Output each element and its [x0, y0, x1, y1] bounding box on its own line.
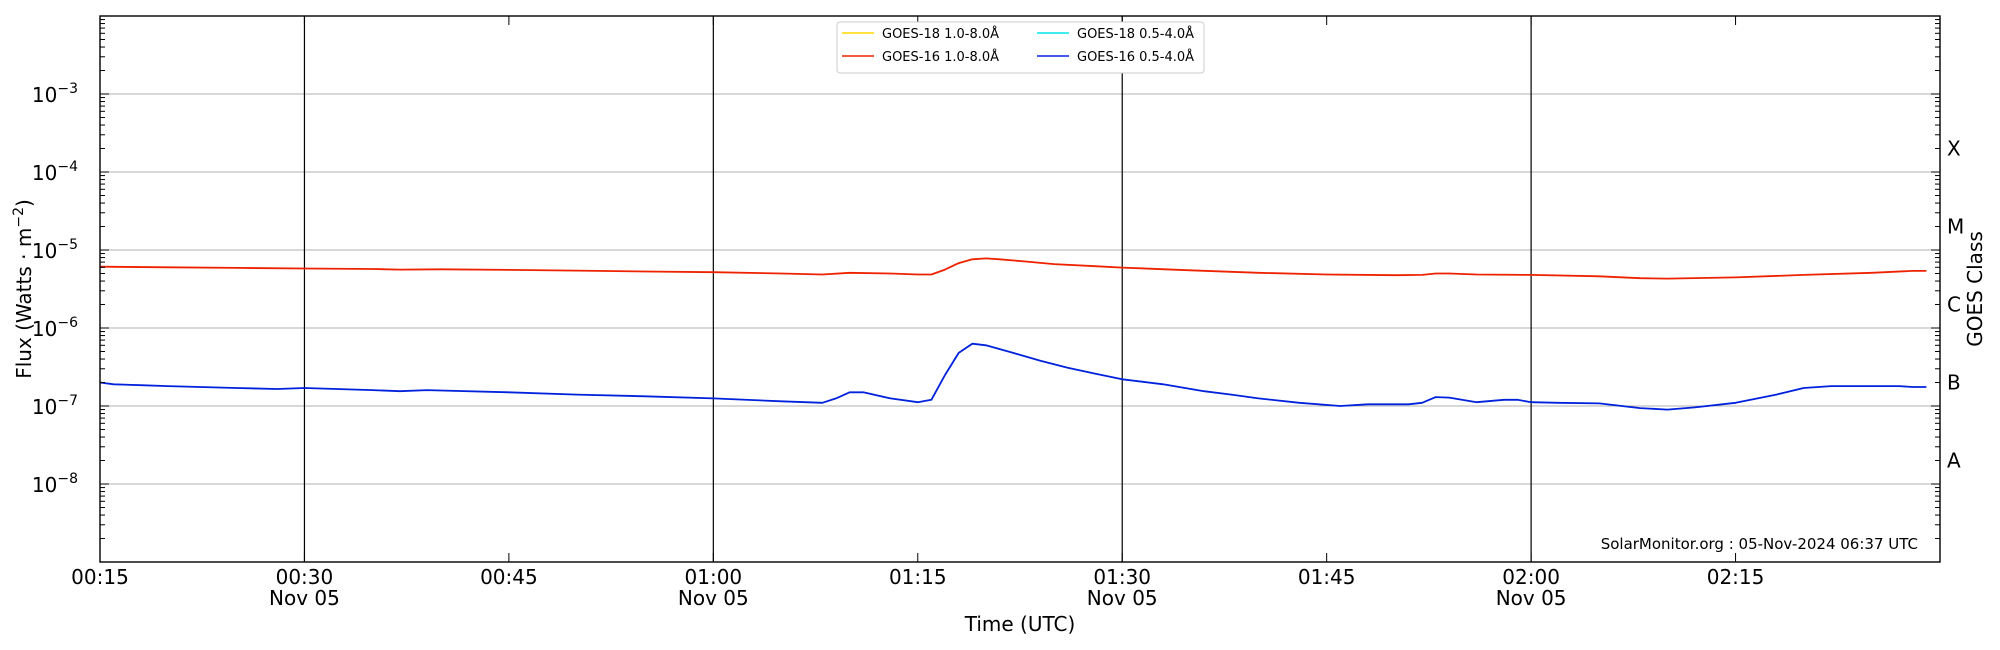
y-tick-base: 10	[32, 395, 57, 419]
series-layer	[99, 257, 1927, 411]
legend-entry: GOES-16 1.0-8.0Å	[882, 49, 999, 65]
y-tick-base: 10	[32, 161, 57, 185]
goes-class-label: B	[1947, 371, 1961, 395]
series-line	[99, 342, 1927, 411]
y-tick-base: 10	[32, 473, 57, 497]
x-tick-label: 02:00	[1502, 565, 1560, 589]
right-axis-title: GOES Class	[1963, 231, 1987, 347]
x-tick-label: 00:15	[71, 565, 129, 589]
axis-ticks	[99, 16, 1940, 563]
vertical-gridlines	[303, 16, 1532, 562]
x-tick-date-label: Nov 05	[269, 586, 340, 610]
x-axis-title: Time (UTC)	[964, 612, 1076, 636]
y-tick-label: 10−5	[32, 237, 78, 263]
y-tick-base: 10	[32, 317, 57, 341]
legend-entry: GOES-16 0.5-4.0Å	[1077, 49, 1194, 65]
y-tick-exponent: −3	[57, 81, 78, 97]
y-tick-exponent: −8	[57, 471, 78, 487]
x-tick-label: 01:45	[1298, 565, 1356, 589]
goes-class-label: A	[1947, 449, 1961, 473]
y-tick-exponent: −7	[57, 393, 78, 409]
y-axis-title-main: Flux (Watts · m	[12, 228, 36, 379]
y-tick-label: 10−4	[32, 159, 78, 185]
x-tick-label: 01:30	[1093, 565, 1151, 589]
y-tick-label: 10−3	[32, 81, 78, 107]
y-tick-base: 10	[32, 239, 57, 263]
horizontal-gridlines	[100, 93, 1940, 485]
goes-class-label: M	[1947, 215, 1964, 239]
y-tick-labels: 10−810−710−610−510−410−3	[32, 81, 78, 497]
y-tick-exponent: −4	[57, 159, 78, 175]
x-tick-label: 01:15	[889, 565, 947, 589]
goes-class-label: X	[1947, 137, 1961, 161]
legend-entry: GOES-18 1.0-8.0Å	[882, 26, 999, 42]
legend-box	[836, 21, 1205, 74]
series-line	[99, 257, 1927, 280]
y-axis-title-close: )	[12, 199, 36, 207]
y-tick-base: 10	[32, 83, 57, 107]
goes-class-labels: X M C B A	[1947, 137, 1964, 473]
legend: GOES-18 1.0-8.0Å GOES-18 0.5-4.0Å GOES-16 …	[836, 21, 1205, 74]
y-tick-exponent: −5	[57, 237, 78, 253]
x-tick-date-label: Nov 05	[1087, 586, 1158, 610]
y-axis-title-superscript: −2	[11, 207, 27, 228]
y-axis-title: Flux (Watts · m−2)	[11, 199, 36, 379]
x-tick-label: 00:30	[276, 565, 334, 589]
x-tick-label: 01:00	[685, 565, 743, 589]
y-tick-label: 10−7	[32, 393, 78, 419]
y-tick-label: 10−8	[32, 471, 78, 497]
legend-entry: GOES-18 0.5-4.0Å	[1077, 26, 1194, 42]
x-tick-label: 00:45	[480, 565, 538, 589]
x-tick-date-label: Nov 05	[1496, 586, 1567, 610]
plot-frame	[99, 15, 1941, 563]
x-tick-label: 02:15	[1707, 565, 1765, 589]
credit-text: SolarMonitor.org : 05-Nov-2024 06:37 UTC	[1601, 535, 1918, 553]
y-tick-label: 10−6	[32, 315, 78, 341]
y-tick-exponent: −6	[57, 315, 78, 331]
x-tick-date-label: Nov 05	[678, 586, 749, 610]
goes-class-label: C	[1947, 293, 1961, 317]
